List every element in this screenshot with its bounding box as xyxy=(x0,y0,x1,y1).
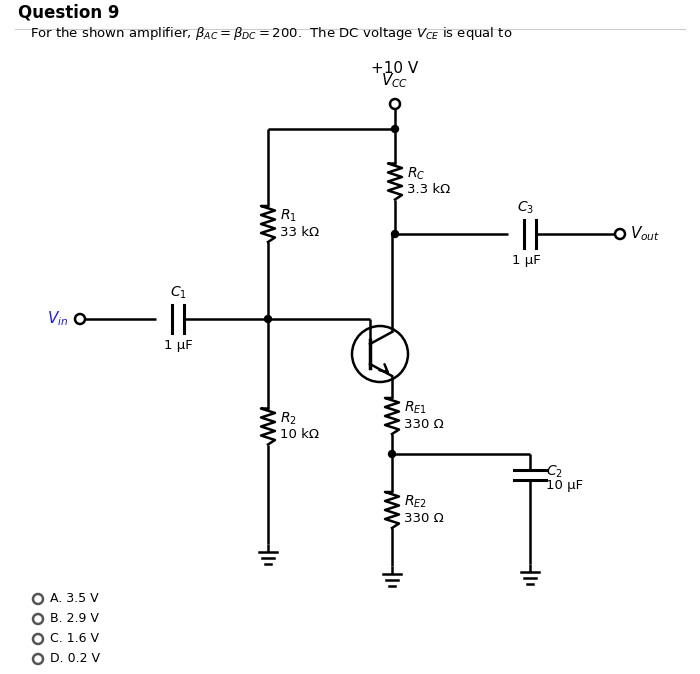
Text: 1 μF: 1 μF xyxy=(512,254,540,267)
Circle shape xyxy=(265,315,272,322)
Text: $R_C$: $R_C$ xyxy=(407,165,426,182)
Text: $C_2$: $C_2$ xyxy=(546,464,563,480)
Text: B. 2.9 V: B. 2.9 V xyxy=(50,613,99,625)
Text: $C_3$: $C_3$ xyxy=(517,200,535,216)
Circle shape xyxy=(391,231,398,237)
Text: $R_1$: $R_1$ xyxy=(280,208,297,224)
Text: $V_{out}$: $V_{out}$ xyxy=(630,224,660,243)
Text: $R_2$: $R_2$ xyxy=(280,410,297,427)
Text: 330 Ω: 330 Ω xyxy=(404,417,444,431)
Text: $V_{CC}$: $V_{CC}$ xyxy=(382,71,409,90)
Text: 10 μF: 10 μF xyxy=(546,479,583,493)
Text: $V_{in}$: $V_{in}$ xyxy=(47,309,68,328)
Text: For the shown amplifier, $\beta_{AC}=\beta_{DC}=200$.  The DC voltage $V_{CE}$ i: For the shown amplifier, $\beta_{AC}=\be… xyxy=(30,26,512,42)
Circle shape xyxy=(391,125,398,133)
Text: Question 9: Question 9 xyxy=(18,3,120,21)
Text: $C_1$: $C_1$ xyxy=(169,284,186,301)
Text: 33 kΩ: 33 kΩ xyxy=(280,226,319,239)
Text: A. 3.5 V: A. 3.5 V xyxy=(50,592,99,605)
Text: $R_{E2}$: $R_{E2}$ xyxy=(404,494,427,510)
Text: $R_{E1}$: $R_{E1}$ xyxy=(404,400,427,417)
Circle shape xyxy=(389,450,396,458)
Text: D. 0.2 V: D. 0.2 V xyxy=(50,652,100,665)
Text: 1 μF: 1 μF xyxy=(164,339,193,352)
Text: 3.3 kΩ: 3.3 kΩ xyxy=(407,183,450,196)
Text: C. 1.6 V: C. 1.6 V xyxy=(50,632,99,646)
Text: +10 V: +10 V xyxy=(372,61,419,76)
Text: 330 Ω: 330 Ω xyxy=(404,512,444,524)
Text: 10 kΩ: 10 kΩ xyxy=(280,428,319,441)
